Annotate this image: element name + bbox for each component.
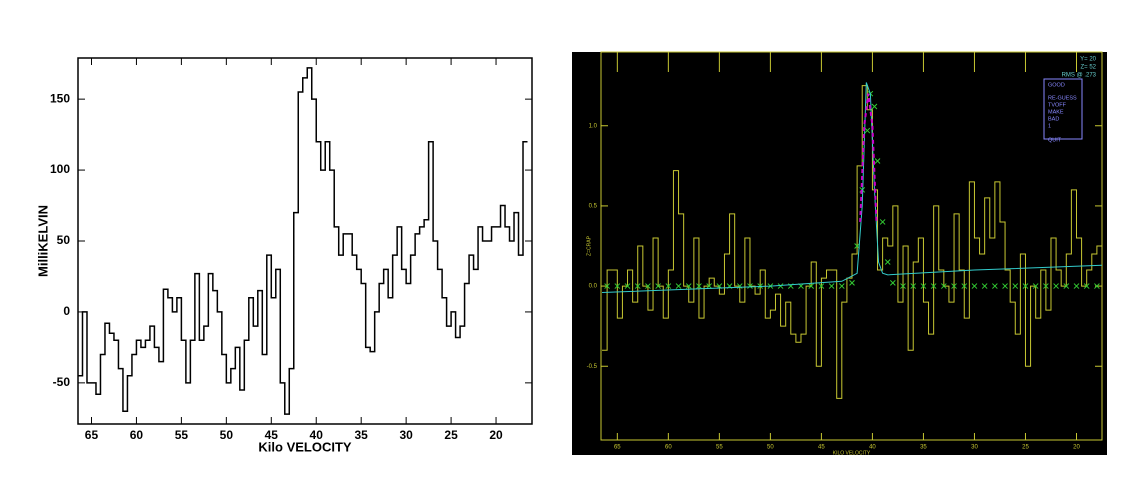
fit-marker <box>696 283 702 289</box>
menu-box <box>1043 78 1083 140</box>
x-tick-label: 55 <box>716 445 723 451</box>
fit-marker <box>1043 283 1049 289</box>
status-text: Y= 20 <box>1080 57 1097 63</box>
x-tick-label: 20 <box>1073 445 1080 451</box>
y-axis-label: MilliKELVIN <box>35 205 50 277</box>
x-tick-label: 65 <box>85 428 99 442</box>
x-tick-label: 60 <box>130 428 144 442</box>
y-tick-label: -50 <box>53 375 71 389</box>
x-tick-label: 40 <box>310 428 324 442</box>
fit-marker <box>1073 283 1080 289</box>
x-axis-label: KILO VELOCITY <box>833 450 871 456</box>
y-tick-label: 0.0 <box>589 284 598 290</box>
y-tick-label: 150 <box>50 91 70 105</box>
fit-line <box>602 82 1102 293</box>
fit-marker <box>828 283 835 289</box>
fit-marker <box>1032 283 1039 289</box>
fit-marker <box>981 283 988 289</box>
fit-marker <box>940 283 947 289</box>
x-tick-label: 45 <box>265 428 279 442</box>
plot-background <box>572 52 1107 455</box>
fit-marker <box>685 283 692 289</box>
fit-marker <box>920 283 927 289</box>
fit-marker <box>930 283 937 289</box>
fit-marker <box>951 283 957 289</box>
fit-marker <box>838 283 845 289</box>
fit-marker <box>818 283 825 289</box>
menu-item[interactable]: BAD <box>1048 116 1059 122</box>
spectrum-line <box>78 67 528 415</box>
menu-item[interactable]: QUIT <box>1048 137 1062 143</box>
chart-panel: 65 60 55 50 45 40 35 30 25 20 -0.5 0.0 0.5 1.0 KILO VE… <box>572 51 1107 456</box>
fit-marker <box>1094 283 1100 289</box>
x-tick-label: 55 <box>175 428 189 442</box>
fit-marker <box>879 219 886 225</box>
series-group <box>78 67 528 415</box>
x-tick-label: 30 <box>399 428 413 442</box>
x-tick-label: 20 <box>489 428 503 442</box>
x-tick-label: 25 <box>444 428 458 442</box>
y-tick-label: 1.0 <box>589 123 598 129</box>
y-tick-label: 50 <box>57 233 71 247</box>
x-tick-label: 60 <box>665 445 672 451</box>
x-tick-label: 35 <box>920 445 927 451</box>
plot-frame <box>77 57 533 425</box>
fit-marker <box>1083 283 1090 289</box>
fit-marker <box>634 283 641 289</box>
x-tick-label: 65 <box>614 445 621 451</box>
fit-marker <box>747 283 753 289</box>
fit-marker <box>864 127 871 134</box>
fit-marker <box>777 283 784 289</box>
y-tick-label: 0.5 <box>589 203 598 209</box>
fit-marker <box>900 283 906 289</box>
fit-marker <box>1022 283 1029 289</box>
fit-marker <box>874 158 881 164</box>
fit-marker <box>706 283 713 289</box>
series-group <box>602 82 1102 399</box>
x-axis-label: Kilo VELOCITY <box>258 439 352 454</box>
chart-panel: 65 60 55 50 45 40 35 30 25 20 -50 0 50 100 150 Kilo VEL… <box>35 57 533 454</box>
menu-item[interactable]: MAKE <box>1048 109 1064 115</box>
x-tick-label: 25 <box>1022 445 1029 451</box>
fit-marker <box>889 280 896 286</box>
fit-marker <box>808 283 815 289</box>
fit-marker <box>675 283 682 289</box>
fit-marker <box>604 283 610 289</box>
y-axis-label: Z=CRAP <box>586 235 592 256</box>
fit-marker <box>1012 283 1019 289</box>
fit-marker <box>1053 283 1059 289</box>
fit-marker <box>665 283 672 289</box>
fit-marker <box>645 283 651 289</box>
menu-item[interactable]: 1 <box>1048 123 1051 129</box>
fit-marker <box>1002 283 1008 289</box>
fit-marker <box>624 283 631 289</box>
x-tick-label: 30 <box>971 445 978 451</box>
x-tick-label: 45 <box>818 445 825 451</box>
fit-marker <box>961 283 968 289</box>
fit-marker <box>614 283 621 289</box>
status-text: RMS @ .273 <box>1062 73 1097 79</box>
menu-item[interactable]: TVOFF <box>1048 102 1067 108</box>
x-tick-label: 35 <box>355 428 369 442</box>
fit-marker <box>655 283 661 289</box>
menu-item[interactable]: GOOD <box>1048 82 1065 88</box>
fit-marker <box>992 283 998 289</box>
y-tick-label: 0 <box>63 304 70 318</box>
fit-marker <box>849 280 855 286</box>
fit-marker <box>910 283 917 289</box>
y-tick-label: -0.5 <box>587 364 598 370</box>
fit-marker <box>884 259 891 265</box>
x-tick-label: 50 <box>767 445 774 451</box>
y-tick-label: 100 <box>50 162 70 176</box>
component-line <box>859 93 878 222</box>
x-tick-label: 50 <box>220 428 234 442</box>
fit-marker <box>971 283 978 289</box>
fit-marker <box>871 103 878 110</box>
fit-marker <box>1063 283 1070 289</box>
status-text: Z= 52 <box>1080 65 1096 71</box>
x-tick-label: 40 <box>869 445 876 451</box>
menu-item[interactable]: RE-GUESS <box>1048 95 1077 101</box>
